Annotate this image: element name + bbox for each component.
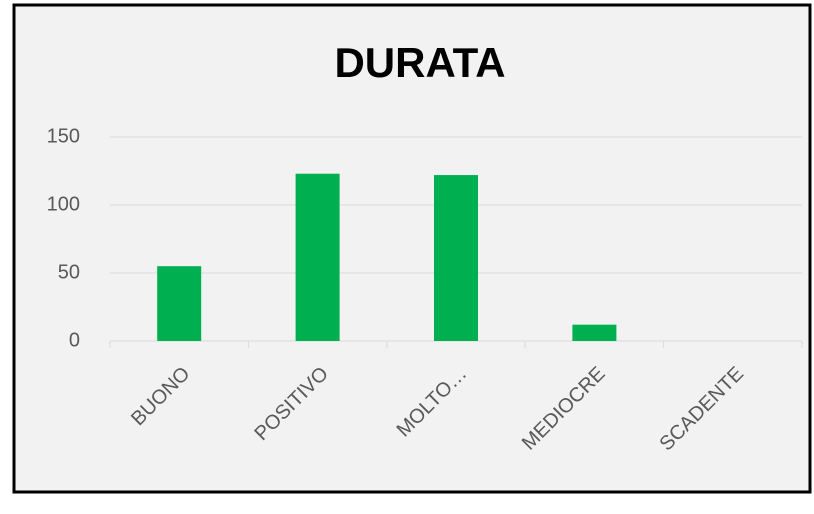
bar bbox=[572, 324, 617, 341]
bar bbox=[295, 173, 340, 341]
bar bbox=[434, 175, 478, 341]
y-tick-label: 150 bbox=[47, 125, 80, 147]
y-tick-label: 0 bbox=[69, 329, 80, 351]
y-tick-label: 100 bbox=[47, 193, 80, 215]
y-tick-label: 50 bbox=[58, 261, 80, 283]
bar bbox=[157, 266, 202, 341]
chart-frame bbox=[12, 3, 812, 494]
chart-title: DURATA bbox=[334, 39, 505, 86]
